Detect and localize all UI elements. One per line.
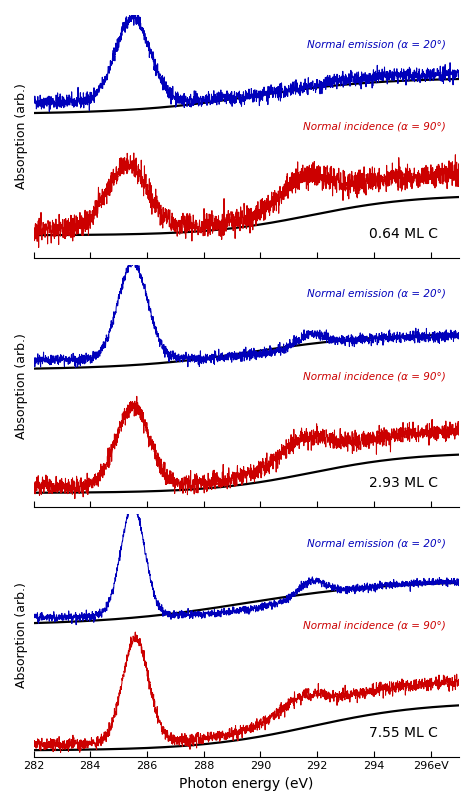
Text: Normal emission (α = 20°): Normal emission (α = 20°) bbox=[307, 538, 446, 548]
Y-axis label: Absorption (arb.): Absorption (arb.) bbox=[15, 83, 28, 189]
Text: 0.64 ML C: 0.64 ML C bbox=[369, 226, 438, 240]
Text: Normal emission (α = 20°): Normal emission (α = 20°) bbox=[307, 289, 446, 299]
Text: Normal emission (α = 20°): Normal emission (α = 20°) bbox=[307, 39, 446, 49]
Text: 2.93 ML C: 2.93 ML C bbox=[369, 476, 438, 490]
Text: Normal incidence (α = 90°): Normal incidence (α = 90°) bbox=[303, 372, 446, 381]
Text: Normal incidence (α = 90°): Normal incidence (α = 90°) bbox=[303, 122, 446, 131]
Text: 7.55 ML C: 7.55 ML C bbox=[369, 725, 438, 740]
Text: Normal incidence (α = 90°): Normal incidence (α = 90°) bbox=[303, 621, 446, 631]
Y-axis label: Absorption (arb.): Absorption (arb.) bbox=[15, 333, 28, 438]
Y-axis label: Absorption (arb.): Absorption (arb.) bbox=[15, 583, 28, 688]
X-axis label: Photon energy (eV): Photon energy (eV) bbox=[179, 777, 313, 791]
